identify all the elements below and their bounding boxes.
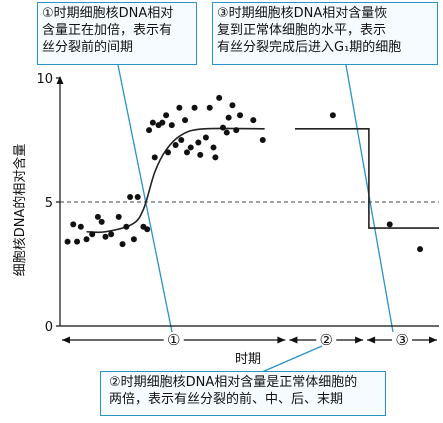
data-point <box>219 124 226 131</box>
callout-period-2: ②时期细胞核DNA相对含量是正常体细胞的 两倍，表示有丝分裂的前、中、后、末期 <box>100 371 386 416</box>
period-label: ② <box>320 331 333 349</box>
data-point <box>159 119 166 126</box>
period-arrowhead-right <box>277 336 286 344</box>
data-point <box>123 223 130 230</box>
data-point <box>191 104 198 111</box>
data-points <box>64 94 424 253</box>
data-point <box>229 102 236 109</box>
dna-step-line <box>294 128 439 229</box>
data-point <box>134 194 141 201</box>
data-point <box>187 144 194 151</box>
data-point <box>102 233 109 240</box>
data-point <box>182 117 189 124</box>
data-point <box>168 122 175 129</box>
data-point <box>206 104 213 111</box>
y-axis-arrowhead <box>56 76 64 84</box>
period-label: ① <box>167 331 180 349</box>
period-arrowhead-right <box>355 336 364 344</box>
data-point <box>210 144 217 151</box>
data-point <box>216 94 223 101</box>
callout-period-1: ①时期细胞核DNA相对 含量正在加倍，表示有 丝分裂前的间期 <box>37 2 197 65</box>
callout-leader <box>261 345 323 373</box>
data-point <box>70 221 77 228</box>
period-arrowhead-left <box>289 336 298 344</box>
data-point <box>202 134 209 141</box>
data-point <box>183 149 190 156</box>
x-axis-label: 时期 <box>235 352 261 367</box>
data-point <box>259 137 266 143</box>
data-point <box>130 236 137 243</box>
data-point <box>233 127 240 134</box>
data-point <box>176 104 183 111</box>
data-point <box>417 246 424 253</box>
data-point <box>178 137 185 143</box>
data-point <box>98 218 105 225</box>
axes <box>56 76 439 327</box>
period-label: ③ <box>395 331 408 349</box>
data-point <box>108 231 115 238</box>
y-tick-label: 5 <box>45 196 53 211</box>
data-point <box>223 129 230 136</box>
data-point <box>89 231 96 238</box>
data-point <box>64 238 71 245</box>
data-point <box>77 223 84 230</box>
data-point <box>225 114 232 121</box>
y-tick-label: 0 <box>45 320 53 335</box>
data-point <box>163 112 170 119</box>
y-tick-label: 10 <box>36 72 53 87</box>
data-point <box>329 112 336 119</box>
data-point <box>212 154 219 161</box>
period-arrowhead-left <box>367 336 376 344</box>
data-point <box>250 117 257 124</box>
data-point <box>146 127 153 134</box>
data-point <box>172 141 179 148</box>
data-point <box>83 236 90 243</box>
period-arrows: ① ② ③ <box>62 331 437 349</box>
data-point <box>115 213 122 220</box>
callout-period-3: ③时期细胞核DNA相对含量恢 复到正常体细胞的水平，表示 有丝分裂完成后进入G₁… <box>212 2 438 65</box>
period-arrowhead-left <box>62 336 70 344</box>
data-point <box>151 154 158 161</box>
data-point <box>127 194 134 201</box>
dna-trend-curve <box>86 127 265 234</box>
data-point <box>94 213 101 220</box>
callout-leader <box>117 64 173 333</box>
y-axis-label: 细胞核DNA的相对含量 <box>12 144 28 277</box>
data-point <box>74 238 81 245</box>
data-point <box>237 112 244 119</box>
data-point <box>165 149 172 156</box>
data-point <box>386 221 393 228</box>
y-ticks: 0 5 10 <box>36 72 60 335</box>
data-point <box>197 151 204 158</box>
data-point <box>119 241 126 248</box>
data-point <box>195 139 202 146</box>
data-point <box>149 119 156 126</box>
period-arrowhead-right <box>429 336 437 344</box>
data-point <box>144 226 151 233</box>
